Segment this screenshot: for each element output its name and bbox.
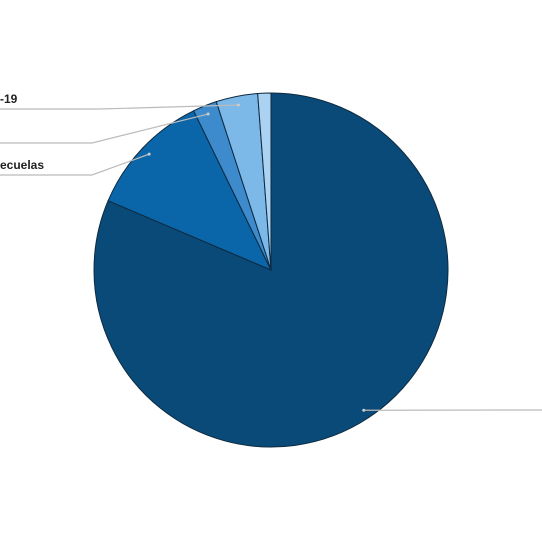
leader-line xyxy=(0,104,239,110)
leader-line xyxy=(0,153,150,176)
pie-slice xyxy=(257,92,272,271)
leader-dot xyxy=(362,408,366,412)
slice-label: -19 xyxy=(0,92,18,106)
leader-dot xyxy=(206,112,210,116)
pie-slice xyxy=(107,110,273,271)
slice-label: ecuelas xyxy=(0,158,44,172)
leader-dot xyxy=(236,103,240,107)
leader-line xyxy=(0,113,209,144)
leader-dot xyxy=(147,152,151,156)
